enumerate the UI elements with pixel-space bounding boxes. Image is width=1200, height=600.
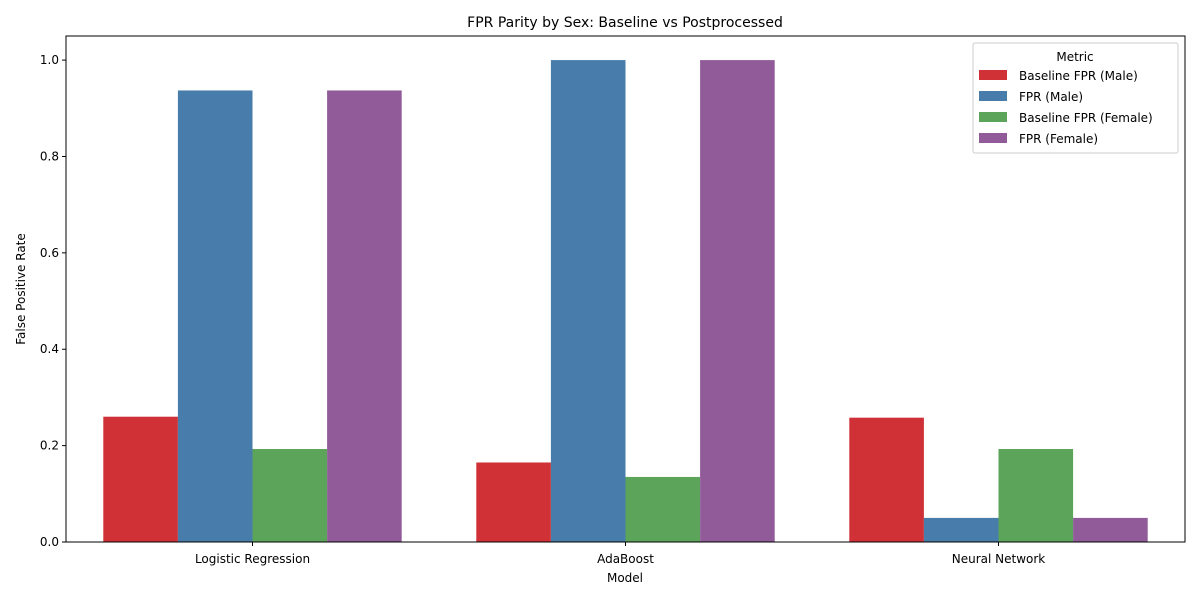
legend-swatch [979,70,1007,80]
legend-label: Baseline FPR (Male) [1019,69,1138,83]
y-tick-label: 0.2 [40,439,59,453]
legend: Metric Baseline FPR (Male) FPR (Male) Base… [972,42,1179,154]
bar-baseline-fpr-male-logistic-regression [103,416,178,542]
x-tick-label: Neural Network [952,552,1046,566]
y-tick-label: 1.0 [40,53,59,67]
legend-swatch [979,112,1007,122]
bar-fpr-female-neural-network [1073,517,1148,542]
legend-box [972,42,1179,154]
bars-group [103,60,1148,543]
y-tick-label: 0.6 [40,246,59,260]
bar-baseline-fpr-female-neural-network [998,448,1074,542]
bar-baseline-fpr-male-adaboost [476,462,551,542]
legend-swatch [979,91,1007,101]
y-tick-label: 0.4 [40,342,59,356]
legend-swatch [979,133,1007,143]
bar-baseline-fpr-male-neural-network [849,417,924,542]
y-tick-label: 0.8 [40,149,59,163]
chart-title: FPR Parity by Sex: Baseline vs Postproce… [467,15,783,31]
bar-fpr-female-adaboost [700,60,775,542]
bar-baseline-fpr-female-adaboost [625,476,701,542]
bar-fpr-male-adaboost [550,60,626,542]
x-axis: Logistic Regression AdaBoost Neural Networ… [195,542,1045,566]
y-axis: 0.0 0.2 0.4 0.6 0.8 1.0 [40,53,66,549]
bar-fpr-male-logistic-regression [177,90,253,543]
bar-fpr-female-logistic-regression [327,90,402,543]
y-tick-label: 0.0 [40,535,59,549]
x-tick-label: AdaBoost [597,552,654,566]
bar-baseline-fpr-female-logistic-regression [252,448,328,542]
legend-label: FPR (Male) [1019,90,1083,104]
legend-label: FPR (Female) [1019,132,1098,146]
legend-label: Baseline FPR (Female) [1019,111,1153,125]
x-tick-label: Logistic Regression [195,552,310,566]
x-axis-label: Model [607,571,643,585]
bar-fpr-male-neural-network [923,517,999,542]
legend-title: Metric [1056,50,1093,64]
y-axis-label: False Positive Rate [14,233,28,345]
